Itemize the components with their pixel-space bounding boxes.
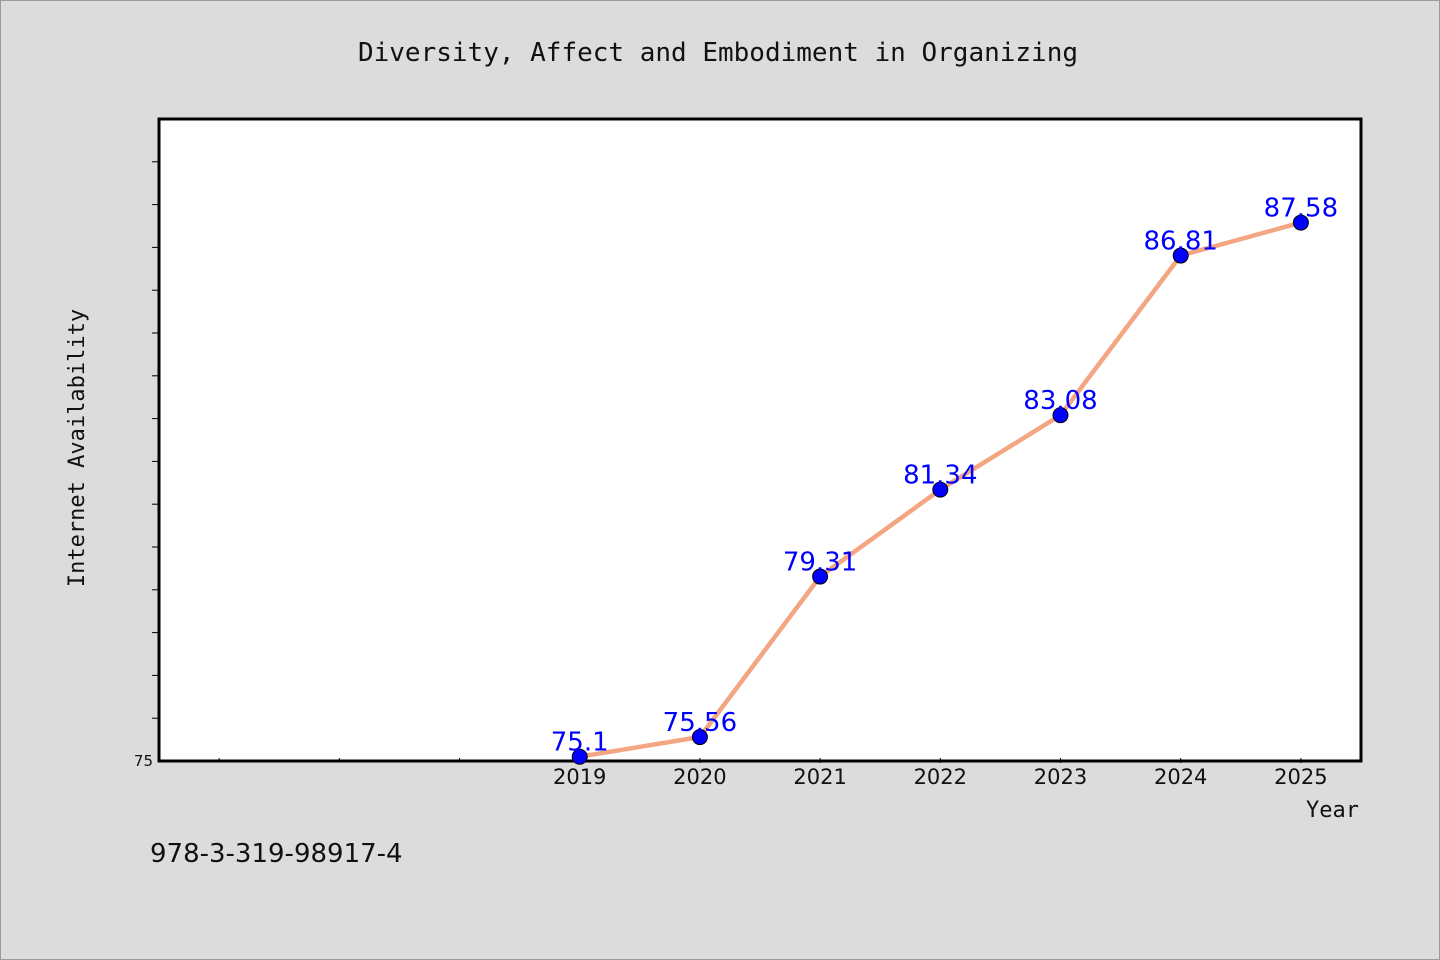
data-label: 87.58: [1264, 194, 1338, 224]
x-tick-label: 2023: [1034, 765, 1087, 789]
data-point: [571, 748, 588, 765]
x-tick-label: 2019: [553, 765, 606, 789]
series-layer: 75.1 75.56 79.31 81.34 83.08 86.81 87.58: [551, 194, 1338, 765]
data-point: [1052, 407, 1069, 424]
data-point: [1172, 247, 1189, 264]
data-label: 83.08: [1023, 386, 1097, 416]
x-tick-label: 2021: [793, 765, 846, 789]
x-tick-label: 2020: [673, 765, 726, 789]
data-label: 75.1: [551, 728, 609, 758]
isbn-code: 978-3-319-98917-4: [150, 839, 403, 869]
data-label: 75.56: [663, 708, 737, 738]
x-tick-label: 2022: [914, 765, 967, 789]
data-label: 86.81: [1143, 227, 1217, 257]
data-point: [812, 568, 829, 585]
plot-area: [157, 117, 1363, 763]
x-tick-label: 2024: [1154, 765, 1207, 789]
x-axis-ticks: 2019 2020 2021 2022 2023 2024 2025: [218, 758, 1328, 789]
data-point: [932, 481, 949, 498]
data-label: 79.31: [783, 548, 857, 578]
y-axis-label: Internet Availability: [65, 309, 90, 587]
x-axis-label: Year: [1306, 798, 1359, 823]
data-point: [691, 729, 708, 746]
y-axis-ticks: 75: [134, 161, 159, 770]
x-tick-label: 2025: [1274, 765, 1327, 789]
y-tick-label: 75: [134, 752, 153, 770]
data-label: 81.34: [903, 461, 977, 491]
data-point: [1292, 214, 1309, 231]
chart-title: Diversity, Affect and Embodiment in Orga…: [358, 38, 1078, 68]
